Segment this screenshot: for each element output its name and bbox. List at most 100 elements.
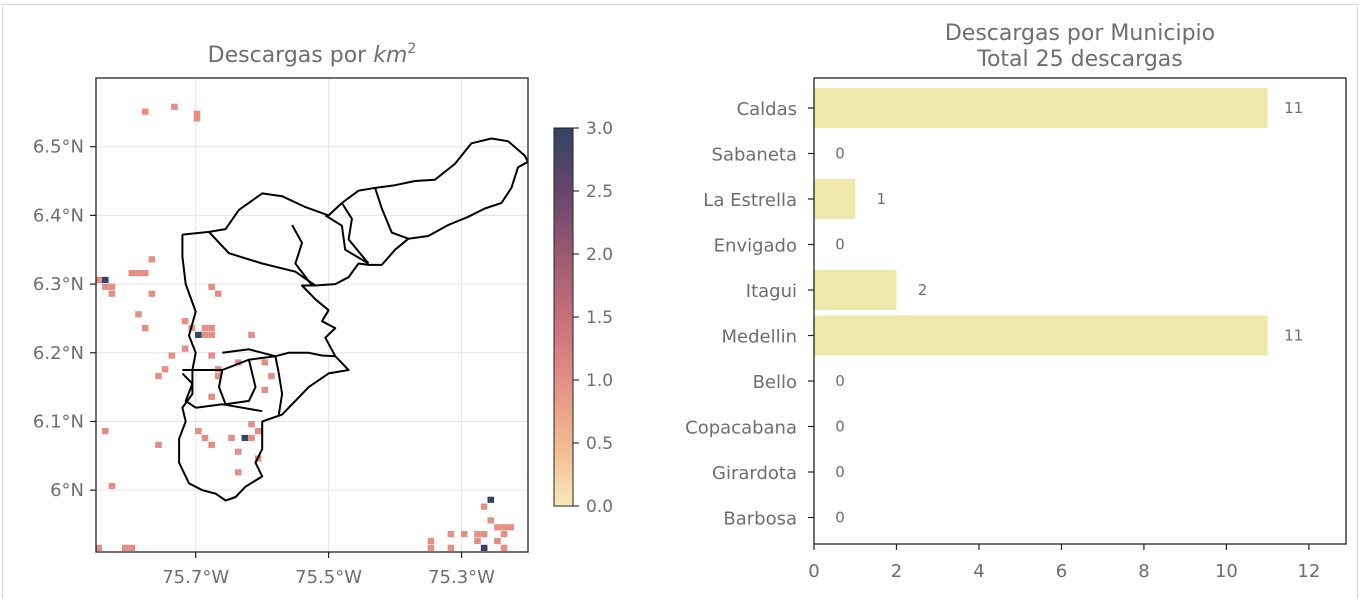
heat-cell <box>494 524 501 531</box>
heat-cell <box>148 256 156 263</box>
heat-cell <box>195 331 202 339</box>
bar-category-label: Girardota <box>712 463 797 484</box>
heat-cell <box>148 290 156 297</box>
bar <box>814 179 856 219</box>
boundary-line <box>222 348 284 415</box>
heat-cell <box>201 331 209 339</box>
bar-category-label: Barbosa <box>723 509 797 530</box>
bar-category-labels: Caldas Sabaneta La Estrella Envigado Itagui M… <box>685 99 814 530</box>
heat-cell <box>261 359 269 366</box>
heat-cell <box>500 524 508 531</box>
heat-cell <box>268 373 275 380</box>
map-y-tick-label: 6.2°N <box>33 343 84 364</box>
colorbar-tick-label: 0.5 <box>586 434 613 454</box>
boundary-line <box>178 137 528 502</box>
heat-cell <box>195 427 202 435</box>
bar-data-labels: 11 0 1 0 2 11 0 0 0 0 <box>835 99 1303 527</box>
bar-value-label: 0 <box>835 372 845 390</box>
bar-value-label: 2 <box>918 281 928 299</box>
bar-category-label: Copacabana <box>685 418 797 439</box>
bar-series <box>814 88 1268 356</box>
heat-cell <box>480 503 488 510</box>
bar <box>814 270 897 310</box>
heat-cell <box>460 531 468 538</box>
colorbar-tick-label: 0.0 <box>586 497 613 517</box>
heat-cell <box>96 544 102 551</box>
heat-cell <box>208 324 215 332</box>
bar-axes-frame <box>813 77 1347 545</box>
bar-category-label: Envigado <box>714 236 797 257</box>
heat-cell <box>494 537 501 545</box>
heat-cell <box>102 283 109 290</box>
heat-cell <box>480 544 488 551</box>
boundary-line <box>324 214 370 265</box>
heat-cell <box>181 318 189 325</box>
heat-cell <box>241 434 249 442</box>
map-title: Descargas por km2 <box>208 41 417 68</box>
municipality-boundaries <box>178 137 528 502</box>
bar-value-label: 11 <box>1284 327 1303 345</box>
heat-cell <box>208 283 215 290</box>
map-x-tick-label: 75.7°W <box>162 567 229 588</box>
bar-category-label: La Estrella <box>703 190 797 211</box>
heat-cell <box>500 531 508 538</box>
map-gridlines <box>96 78 528 552</box>
bar-category-label: Bello <box>753 372 797 393</box>
bar-x-tick-label: 0 <box>808 561 819 582</box>
bar-x-tick-label: 2 <box>891 561 902 582</box>
bar-x-tick-label: 10 <box>1215 561 1238 582</box>
bar-value-label: 11 <box>1284 99 1303 117</box>
heat-cell <box>193 110 201 117</box>
heat-cell <box>474 531 481 538</box>
boundary-line <box>181 372 197 409</box>
colorbar-tick-label: 2.0 <box>586 245 613 265</box>
colorbar: 0.0 0.5 1.0 1.5 2.0 2.5 3.0 <box>553 119 613 517</box>
boundary-line <box>341 202 370 265</box>
heat-cell <box>487 517 495 524</box>
map-title-exponent: 2 <box>407 41 416 57</box>
heat-cell <box>128 544 136 551</box>
bar-category-label: Caldas <box>737 99 797 120</box>
boundary-line <box>195 403 263 413</box>
heat-cell <box>141 108 149 115</box>
bar-category-label: Medellin <box>721 327 797 348</box>
bar-category-label: Itagui <box>746 281 797 302</box>
boundary-line <box>208 231 316 287</box>
map-axes-frame <box>95 77 529 553</box>
heat-cell <box>248 421 255 428</box>
map-x-tick-label: 75.3°W <box>428 567 495 588</box>
heat-cell <box>155 441 162 448</box>
heat-cell <box>141 269 149 277</box>
heat-cell <box>108 290 116 297</box>
heat-cell <box>474 537 481 545</box>
heat-cell <box>254 427 262 435</box>
boundary-line <box>291 224 313 287</box>
heat-cell <box>248 434 255 442</box>
heat-cell <box>108 482 116 490</box>
boundary-line <box>218 359 257 406</box>
bar-value-label: 1 <box>876 190 886 208</box>
map-x-ticks: 75.7°W 75.5°W 75.3°W <box>162 552 495 588</box>
heat-cell <box>208 352 215 359</box>
colorbar-tick-label: 1.5 <box>586 308 613 328</box>
map-heat-cells <box>96 103 528 552</box>
map-y-ticks: 6°N 6.1°N 6.2°N 6.3°N 6.4°N 6.5°N <box>33 137 96 501</box>
heat-cell <box>171 103 178 110</box>
colorbar-gradient <box>553 127 574 507</box>
boundary-line <box>182 351 336 371</box>
bar-value-label: 0 <box>835 509 845 527</box>
map-panel: Descargas por km2 75.7°W 75.5°W 75.3°W 6°N… <box>33 41 529 588</box>
map-title-main: Descargas por <box>208 43 374 68</box>
bar-subtitle: Total 25 descargas <box>976 47 1182 72</box>
boundary-line <box>374 187 409 240</box>
heat-cell <box>193 115 201 122</box>
heat-cell <box>261 386 269 393</box>
bar-value-label: 0 <box>835 418 845 436</box>
heat-cell <box>447 544 455 551</box>
bar-value-label: 0 <box>835 145 845 163</box>
heat-cell <box>201 434 209 442</box>
heat-cell <box>155 373 162 380</box>
map-y-tick-label: 6.1°N <box>33 411 84 432</box>
heat-cell <box>480 531 488 538</box>
